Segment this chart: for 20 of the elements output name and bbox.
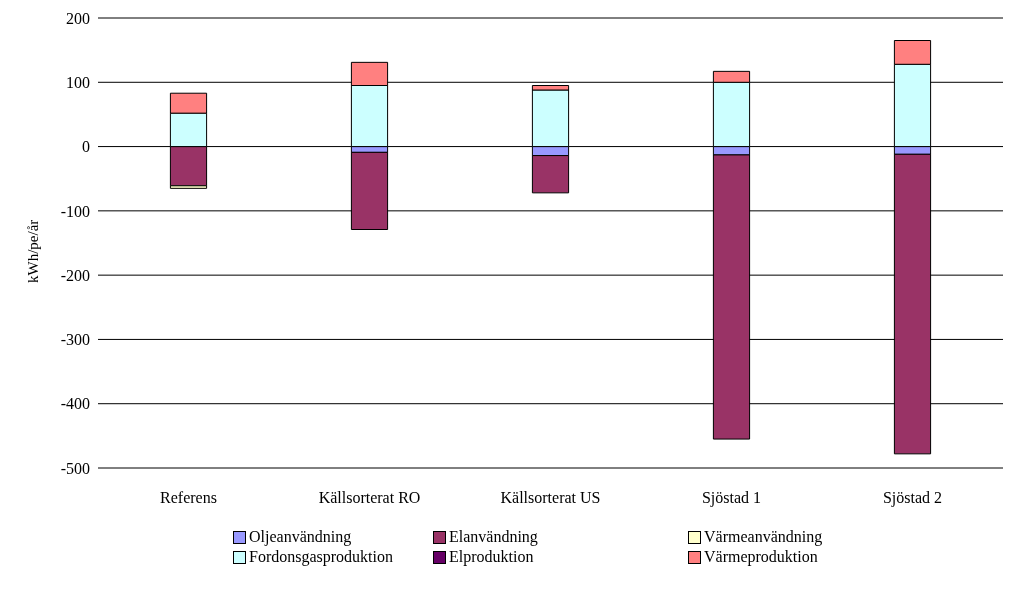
x-tick-label: Sjöstad 2: [882, 489, 943, 508]
y-tick-label: -500: [60, 459, 90, 477]
x-tick-label: Källsorterat RO: [318, 489, 421, 507]
legend-label: Oljeanvändning: [249, 528, 352, 546]
y-tick-label: -300: [60, 331, 90, 349]
legend-label: Elanvändning: [449, 528, 538, 546]
x-tick-label: Källsorterat US: [500, 489, 601, 507]
legend-label: Värmeproduktion: [704, 548, 818, 566]
x-tick-label: Referens: [160, 489, 217, 507]
y-tick-label: 200: [66, 9, 90, 27]
x-tick-label: Sjöstad 1: [701, 489, 762, 508]
y-tick-label: 100: [66, 73, 90, 91]
legend-label: Fordonsgasproduktion: [249, 548, 393, 566]
y-tick-label: 0: [82, 138, 90, 156]
y-tick-label: -400: [60, 395, 90, 413]
y-tick-label: -200: [60, 266, 90, 284]
legend-label: Elproduktion: [449, 548, 534, 566]
y-axis-title: kWh/pe/år: [25, 219, 42, 283]
y-tick-label: -100: [60, 202, 90, 220]
legend-label: Värmeanvändning: [704, 528, 823, 546]
